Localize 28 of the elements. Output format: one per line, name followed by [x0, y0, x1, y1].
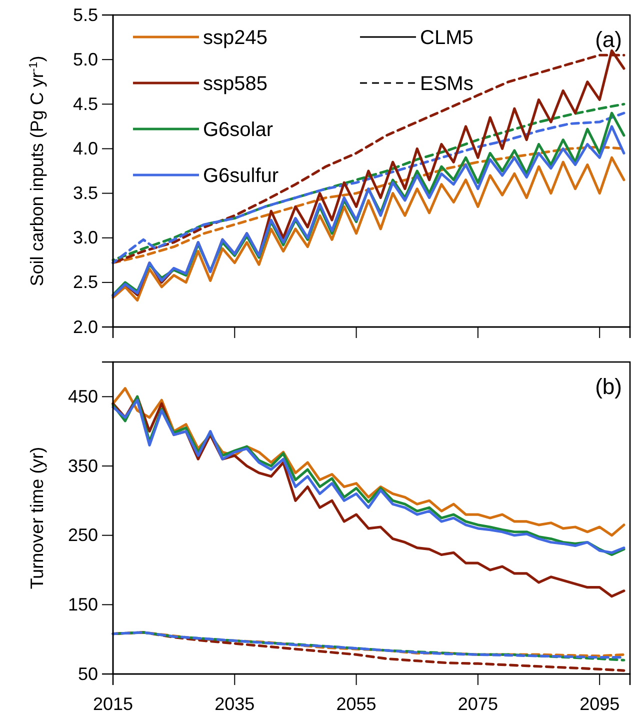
y-tick-label: 250 [68, 525, 98, 546]
y-tick-label: 4.5 [72, 94, 98, 114]
x-tick-label: 2095 [580, 694, 620, 714]
legend-label: G6solar [203, 119, 274, 141]
y-axis-title: Turnover time (yr) [27, 446, 47, 590]
y-tick-label: 5.5 [72, 4, 98, 25]
y-tick-label: 3.5 [72, 183, 98, 204]
x-tick-label: 2055 [336, 694, 376, 714]
y-tick-label: 450 [68, 386, 98, 406]
line-series [112, 156, 626, 302]
y-tick-label: 2.0 [72, 316, 98, 337]
legend-label: ssp585 [203, 73, 268, 95]
x-tick-label: 2075 [458, 694, 498, 714]
y-tick-label: 3.0 [72, 228, 98, 248]
annotation: CLM5 [420, 27, 474, 49]
y-tick-label: 50 [78, 664, 98, 684]
y-tick-label: 350 [68, 456, 98, 476]
y-tick-label: 150 [68, 594, 98, 614]
x-tick-label: 2035 [214, 694, 255, 714]
y-tick-label: 4.0 [72, 138, 98, 158]
legend-label: G6sulfur [203, 165, 279, 187]
annotation: (a) [595, 27, 622, 52]
legend-label: ssp245 [203, 27, 268, 49]
x-tick-label: 2015 [92, 694, 134, 714]
y-tick-label: 2.5 [72, 272, 98, 292]
annotation: ESMs [420, 73, 474, 95]
annotation: (b) [595, 374, 622, 399]
y-tick-label: 5.0 [72, 49, 98, 70]
